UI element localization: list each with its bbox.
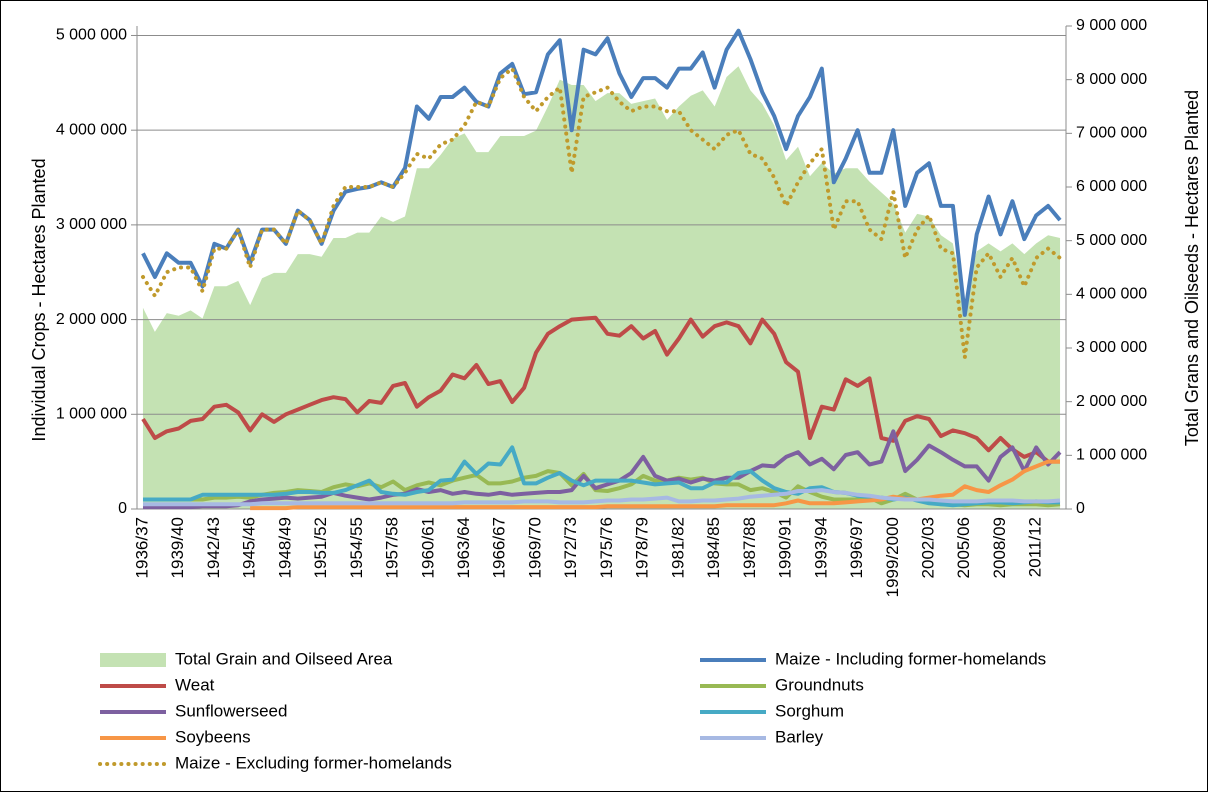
y2-tick-label: 0 [1076,500,1085,517]
x-tick-label: 1963/64 [454,517,473,578]
series-line [143,488,1061,507]
series-line [141,315,1060,464]
x-tick-label: 1948/49 [275,517,294,578]
y2-tick-label: 4 000 000 [1076,286,1147,303]
y-tick-label: 5 000 000 [56,27,127,44]
x-tick-label: 1978/79 [633,517,652,578]
x-tick-label: 1942/43 [204,517,223,578]
x-tick-label: 1936/37 [132,517,151,578]
legend-label: Sorghum [775,701,844,720]
x-tick-label: 1996/97 [847,517,866,578]
y-tick-label: 1 000 000 [56,406,127,423]
area [142,66,1061,509]
legend-label: Soybeens [175,727,251,746]
y2-tick-label: 7 000 000 [1076,125,1147,142]
y2-tick-label: 9 000 000 [1076,17,1147,34]
x-tick-label: 1960/61 [418,517,437,578]
x-tick-label: 1975/76 [597,517,616,578]
x-tick-label: 2011/12 [1026,517,1045,577]
x-tick-label: 1945/46 [240,517,259,578]
x-tick-label: 2002/03 [919,517,938,578]
x-tick-label: 1993/94 [811,517,830,578]
y2-tick-label: 5 000 000 [1076,232,1147,249]
legend-label: Weat [175,675,215,694]
x-tick-label: 1987/88 [740,517,759,578]
y2-tick-label: 2 000 000 [1076,393,1147,410]
x-tick-label: 2005/06 [954,517,973,578]
legend-swatch [100,653,166,667]
legend-label: Maize - Excluding former-homelands [175,753,452,772]
x-tick-label: 1981/82 [668,517,687,578]
y-tick-label: 2 000 000 [56,311,127,328]
x-tick-label: 2008/09 [990,517,1009,578]
x-tick-label: 1990/91 [776,517,795,578]
x-tick-label: 1966/67 [490,517,509,578]
x-tick-label: 1969/70 [525,517,544,578]
y2-tick-label: 3 000 000 [1076,339,1147,356]
x-tick-label: 1951/52 [311,517,330,578]
series-line [141,66,1062,360]
legend-label: Sunflowerseed [175,701,287,720]
y2-tick-label: 8 000 000 [1076,71,1147,88]
x-tick-label: 1984/85 [704,517,723,578]
x-tick-label: 1939/40 [168,517,187,578]
series-line [143,429,1062,510]
y2-tick-label: 1 000 000 [1076,447,1147,464]
legend-label: Total Grain and Oilseed Area [175,649,393,668]
y-axis-title: Individual Crops - Hectares Planted [29,158,49,441]
x-tick-label: 1957/58 [383,517,402,578]
y2-tick-label: 6 000 000 [1076,178,1147,195]
y-tick-label: 3 000 000 [56,216,127,233]
x-tick-label: 1954/55 [347,517,366,578]
x-tick-label: 1999/2000 [883,517,902,597]
x-tick-label: 1972/73 [561,517,580,578]
y-tick-label: 4 000 000 [56,121,127,138]
legend-label: Barley [775,727,824,746]
y2-axis-title: Total Grans and Oilseeds - Hectares Plan… [1182,90,1202,446]
legend-label: Groundnuts [775,675,864,694]
y-tick-label: 0 [118,500,127,517]
legend-label: Maize - Including former-homelands [775,649,1046,668]
